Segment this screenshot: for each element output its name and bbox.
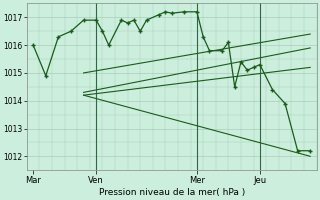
X-axis label: Pression niveau de la mer( hPa ): Pression niveau de la mer( hPa ) (99, 188, 245, 197)
